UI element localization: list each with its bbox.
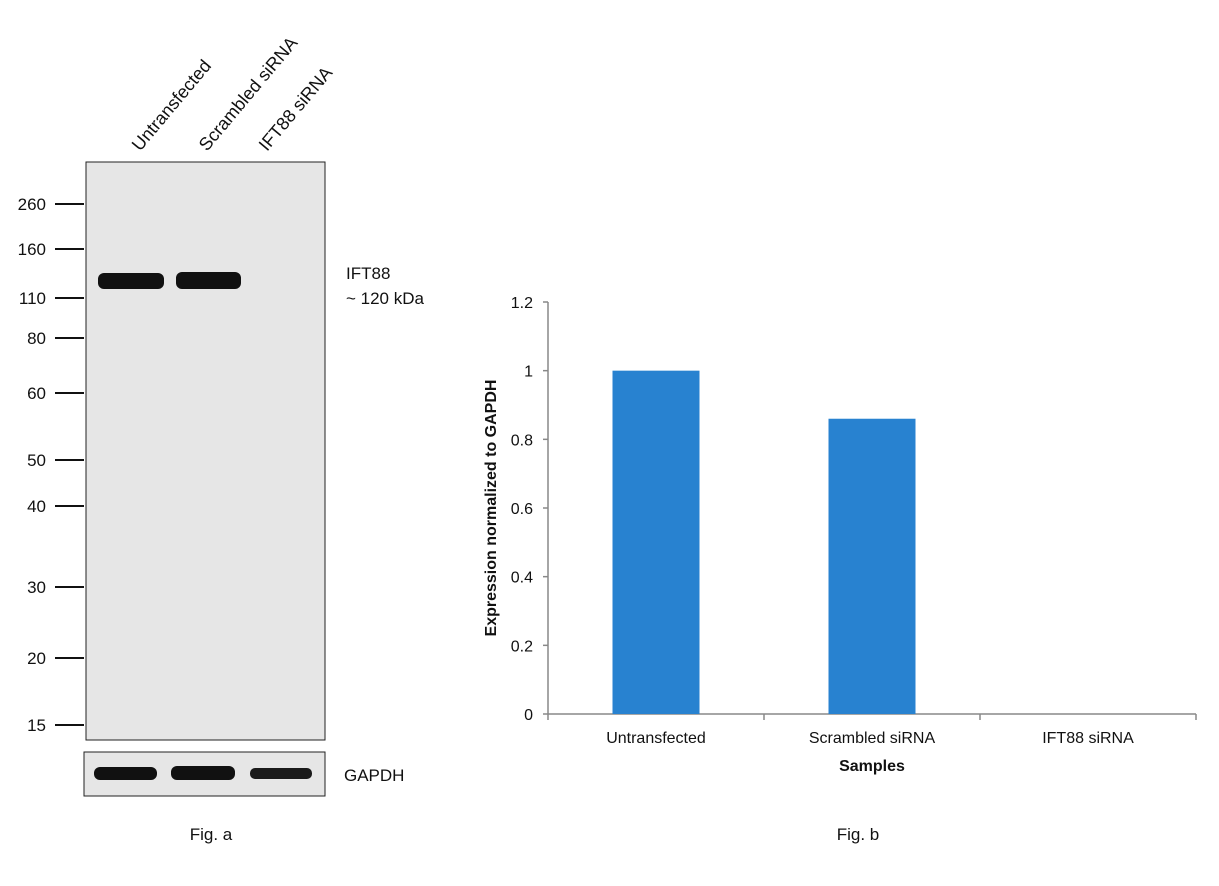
y-tick-label: 0.8 [511, 432, 533, 449]
band-ift88-untransfected [98, 273, 164, 289]
band-ift88-scrambled [176, 272, 241, 289]
y-tick-label: 0.2 [511, 638, 533, 655]
blot-membrane [85, 161, 326, 741]
x-tick-label: IFT88 siRNA [1042, 730, 1134, 747]
band-gapdh-scrambled [171, 766, 235, 780]
marker-label: 60 [27, 384, 46, 403]
x-tick-label: Scrambled siRNA [809, 730, 936, 747]
marker-label: 160 [18, 240, 46, 259]
y-tick-label: 1.2 [511, 295, 533, 312]
marker-label: 40 [27, 497, 46, 516]
y-tick-label: 0.4 [511, 570, 533, 587]
marker-label: 110 [19, 289, 46, 308]
bar-0 [612, 370, 700, 714]
x-tick-label: Untransfected [606, 730, 706, 747]
marker-label: 50 [27, 451, 46, 470]
figure-b-caption: Fig. b [837, 825, 880, 844]
loading-control-label: GAPDH [344, 766, 404, 785]
target-label: IFT88 [346, 264, 390, 283]
x-axis-title: Samples [839, 758, 905, 775]
marker-label: 80 [27, 329, 46, 348]
y-tick-label: 0 [524, 707, 533, 724]
figure-a-caption: Fig. a [190, 825, 233, 844]
marker-label: 260 [18, 195, 46, 214]
bar-chart: 0 0.2 0.4 0.6 0.8 1 1.2 Untransfected Scrambled… [483, 295, 1197, 844]
marker-label: 30 [27, 578, 46, 597]
y-tick-label: 0.6 [511, 501, 533, 518]
bar-1 [828, 418, 916, 714]
mw-markers: 260 160 110 80 60 50 40 30 20 15 [18, 195, 84, 735]
marker-label: 15 [27, 716, 46, 735]
y-axis-title: Expression normalized to GAPDH [483, 380, 500, 637]
band-gapdh-untransfected [94, 767, 157, 780]
target-size: ~ 120 kDa [346, 289, 425, 308]
marker-label: 20 [27, 649, 46, 668]
band-gapdh-ift88-sirna [250, 768, 312, 779]
western-blot: Untransfected Scrambled siRNA IFT88 siRN… [18, 33, 425, 844]
y-tick-label: 1 [524, 364, 533, 381]
